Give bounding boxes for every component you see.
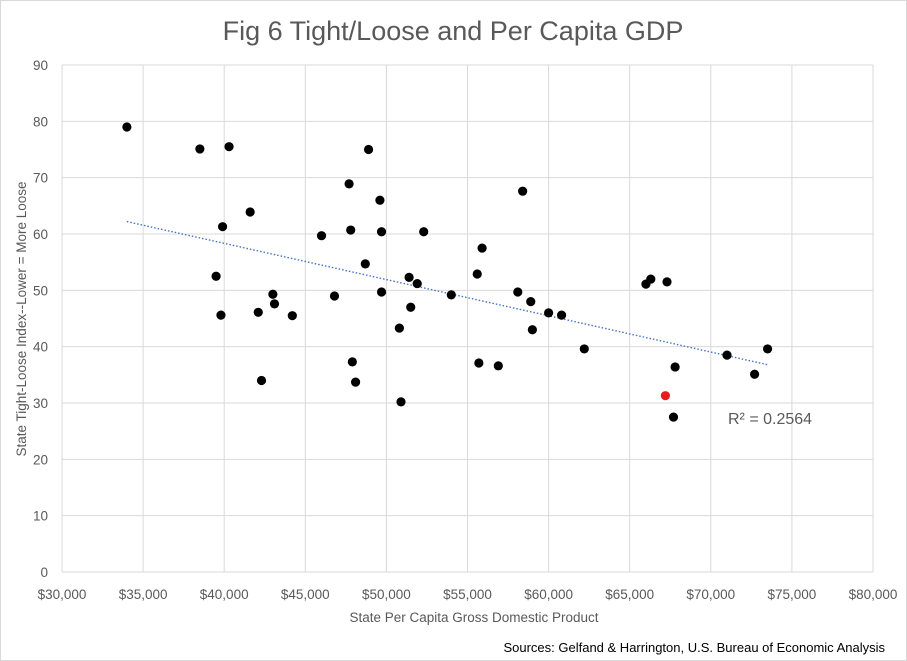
trendline-group (126, 220, 768, 366)
data-point (360, 259, 370, 269)
data-point (556, 310, 567, 320)
data-point (316, 231, 327, 241)
y-tick-label: 30 (33, 396, 48, 411)
data-point (268, 289, 278, 299)
data-point (122, 122, 132, 132)
data-point (216, 310, 226, 320)
y-tick-label: 60 (33, 227, 48, 242)
data-point (406, 302, 416, 312)
data-point (256, 375, 267, 386)
data-point (404, 272, 414, 282)
data-point (396, 397, 406, 407)
data-point (344, 179, 354, 189)
data-point (376, 227, 387, 237)
data-point (363, 144, 374, 155)
x-axis-label: State Per Capita Gross Domestic Product (349, 610, 598, 625)
data-point (527, 325, 537, 335)
data-point (526, 297, 536, 307)
r-squared-label: R² = 0.2564 (728, 411, 812, 428)
y-tick-label: 90 (33, 58, 48, 73)
data-point (269, 299, 280, 309)
y-tick-label: 70 (33, 171, 48, 186)
data-point (544, 308, 554, 318)
data-point (350, 377, 361, 387)
data-point (474, 358, 484, 368)
data-point (662, 277, 672, 287)
data-point (195, 144, 205, 154)
data-point (419, 227, 429, 237)
data-point (412, 278, 422, 289)
data-point (749, 369, 760, 379)
chart-title: Fig 6 Tight/Loose and Per Capita GDP (223, 16, 684, 46)
x-tick-label: $60,000 (524, 587, 573, 602)
data-point (253, 307, 263, 317)
x-tick-label: $30,000 (38, 587, 87, 602)
data-point (446, 290, 456, 300)
y-tick-label: 0 (40, 565, 48, 580)
data-point (472, 269, 482, 279)
y-tick-label: 50 (33, 283, 48, 298)
data-point (668, 412, 679, 422)
data-point (346, 225, 356, 235)
x-tick-label: $55,000 (443, 587, 492, 602)
data-point (518, 186, 528, 196)
data-point (722, 350, 732, 360)
data-point (376, 287, 387, 297)
y-axis-ticks: 0 10 20 30 40 50 60 70 80 90 (33, 58, 48, 580)
data-point (762, 344, 773, 354)
y-tick-label: 40 (33, 340, 48, 355)
x-axis-ticks: $30,000 $35,000 $40,000 $45,000 $50,000 $55,0… (38, 587, 898, 602)
data-point (211, 271, 221, 281)
x-tick-label: $35,000 (119, 587, 168, 602)
data-point (217, 222, 228, 232)
x-tick-label: $65,000 (605, 587, 654, 602)
sources-note: Sources: Gelfand & Harrington, U.S. Bure… (503, 640, 885, 655)
data-point (513, 287, 523, 297)
x-tick-label: $80,000 (849, 587, 898, 602)
y-axis-label: State Tight-Loose Index--Lower = More Lo… (14, 181, 29, 456)
x-tick-label: $75,000 (767, 587, 816, 602)
data-point (224, 142, 234, 152)
x-tick-label: $45,000 (281, 587, 330, 602)
y-tick-label: 10 (33, 509, 48, 524)
y-tick-label: 80 (33, 114, 48, 129)
y-tick-label: 20 (33, 452, 48, 467)
data-points (122, 122, 773, 422)
data-point (394, 323, 404, 333)
trendline (126, 220, 768, 366)
x-tick-label: $70,000 (686, 587, 735, 602)
data-point (287, 311, 297, 321)
data-point (646, 274, 656, 284)
data-point (477, 243, 487, 253)
data-point (493, 361, 503, 371)
x-tick-label: $40,000 (200, 587, 249, 602)
data-point (245, 207, 255, 217)
x-tick-label: $50,000 (362, 587, 411, 602)
data-point (347, 357, 357, 367)
data-point (375, 195, 385, 205)
data-point (670, 362, 680, 372)
data-point (579, 344, 589, 354)
data-point (660, 391, 670, 401)
data-point (329, 291, 340, 301)
gridlines (61, 64, 874, 573)
